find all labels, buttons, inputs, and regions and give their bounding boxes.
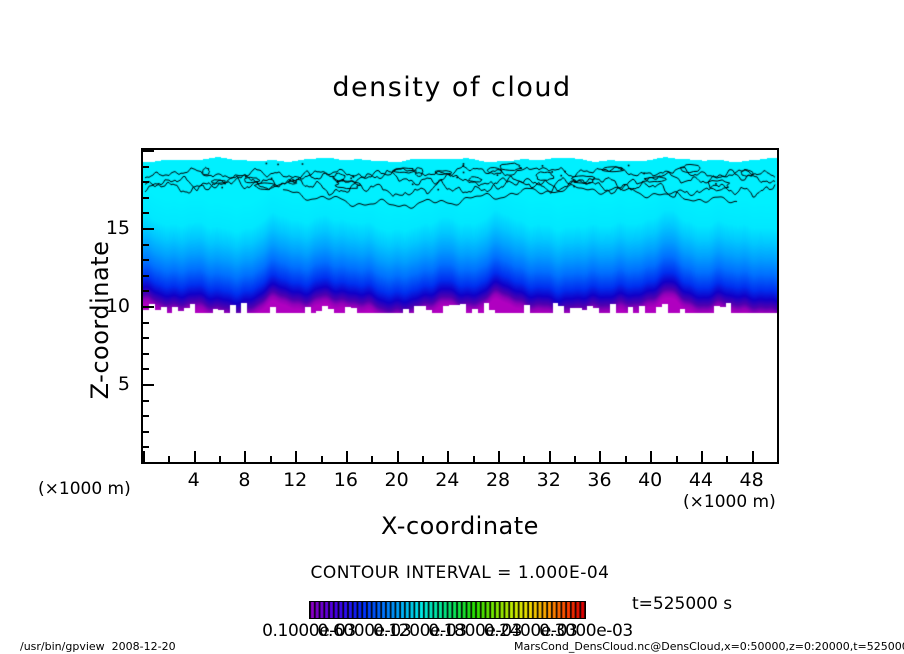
y-tick xyxy=(143,368,149,371)
footer-dataset-label: MarsCond_DensCloud.nc@DensCloud,x=0:5000… xyxy=(514,640,904,653)
page-title: density of cloud xyxy=(332,72,572,103)
y-tick-label: 10 xyxy=(105,295,130,317)
x-tick-label: 40 xyxy=(638,469,663,491)
y-tick xyxy=(143,306,154,308)
x-tick-label: 20 xyxy=(384,469,409,491)
colorbar xyxy=(309,601,586,619)
x-tick xyxy=(244,451,247,462)
time-label: t=525000 s xyxy=(632,594,733,614)
x-tick xyxy=(472,456,475,462)
colorbar-tick-label: 0.2400e-03 xyxy=(483,621,578,641)
x-tick xyxy=(168,456,171,462)
x-tick xyxy=(193,451,196,462)
x-tick xyxy=(295,451,298,462)
y-tick xyxy=(143,399,149,402)
y-tick xyxy=(143,165,149,168)
colorbar-tick-label: 0.1200e-03 xyxy=(372,621,467,641)
x-tick xyxy=(574,456,577,462)
y-tick xyxy=(143,181,149,184)
y-tick xyxy=(143,384,154,386)
x-tick xyxy=(498,451,501,462)
y-tick xyxy=(143,228,154,230)
y-axis-title: Z-coordinate xyxy=(86,240,114,400)
x-tick-label: 8 xyxy=(238,469,251,491)
colorbar-tick-label: 0.1800e-03 xyxy=(428,621,523,641)
colorbar-tick-label: 0.6000e-03 xyxy=(317,621,412,641)
x-tick-label: 4 xyxy=(187,469,200,491)
x-tick xyxy=(371,456,374,462)
x-tick xyxy=(675,456,678,462)
y-tick xyxy=(143,446,149,449)
x-tick xyxy=(523,456,526,462)
y-tick xyxy=(143,415,149,418)
y-tick xyxy=(143,243,149,246)
y-tick xyxy=(143,430,149,433)
x-tick xyxy=(396,451,399,462)
x-tick-label: 32 xyxy=(536,469,561,491)
x-tick xyxy=(599,451,602,462)
x-tick xyxy=(345,451,348,462)
contour-interval-label: CONTOUR INTERVAL = 1.000E-04 xyxy=(310,563,610,583)
colorbar-tick-label: 0.1000e-03 xyxy=(262,621,356,641)
colorbar-tick-label: 0.3000e-03 xyxy=(539,621,633,641)
x-tick-label: 36 xyxy=(587,469,612,491)
y-tick-label: 15 xyxy=(105,217,130,239)
x-tick-label: 48 xyxy=(739,469,764,491)
x-tick xyxy=(320,456,323,462)
y-tick xyxy=(143,352,149,355)
y-tick xyxy=(143,196,149,199)
cloud-density-field xyxy=(143,150,777,462)
x-tick xyxy=(421,456,424,462)
x-tick xyxy=(624,456,627,462)
plot-area xyxy=(141,148,779,464)
x-tick-label: 16 xyxy=(333,469,358,491)
x-axis-unit-label: (×1000 m) xyxy=(683,492,776,512)
x-tick xyxy=(269,456,272,462)
x-tick-label: 28 xyxy=(485,469,511,491)
x-tick xyxy=(219,456,222,462)
x-tick-label: 12 xyxy=(283,469,308,491)
x-tick xyxy=(650,451,653,462)
y-axis-unit-label: (×1000 m) xyxy=(38,479,131,499)
x-tick xyxy=(777,456,779,462)
y-tick-label: 5 xyxy=(117,373,130,395)
y-tick xyxy=(143,290,149,293)
y-tick xyxy=(143,274,149,277)
x-tick xyxy=(447,451,450,462)
y-tick xyxy=(143,212,149,215)
y-tick xyxy=(143,150,154,152)
x-tick xyxy=(143,451,145,462)
y-tick xyxy=(143,259,149,262)
y-tick xyxy=(143,321,149,324)
y-tick xyxy=(143,337,149,340)
x-tick xyxy=(726,456,729,462)
x-tick xyxy=(700,451,703,462)
y-tick xyxy=(143,462,154,464)
x-tick xyxy=(548,451,551,462)
x-tick-label: 24 xyxy=(435,469,460,491)
x-tick xyxy=(751,451,754,462)
x-axis-title: X-coordinate xyxy=(381,512,539,540)
colorbar-gradient xyxy=(310,602,585,618)
footer-command-label: /usr/bin/gpview 2008-12-20 xyxy=(20,640,176,653)
x-tick-label: 44 xyxy=(688,469,713,491)
